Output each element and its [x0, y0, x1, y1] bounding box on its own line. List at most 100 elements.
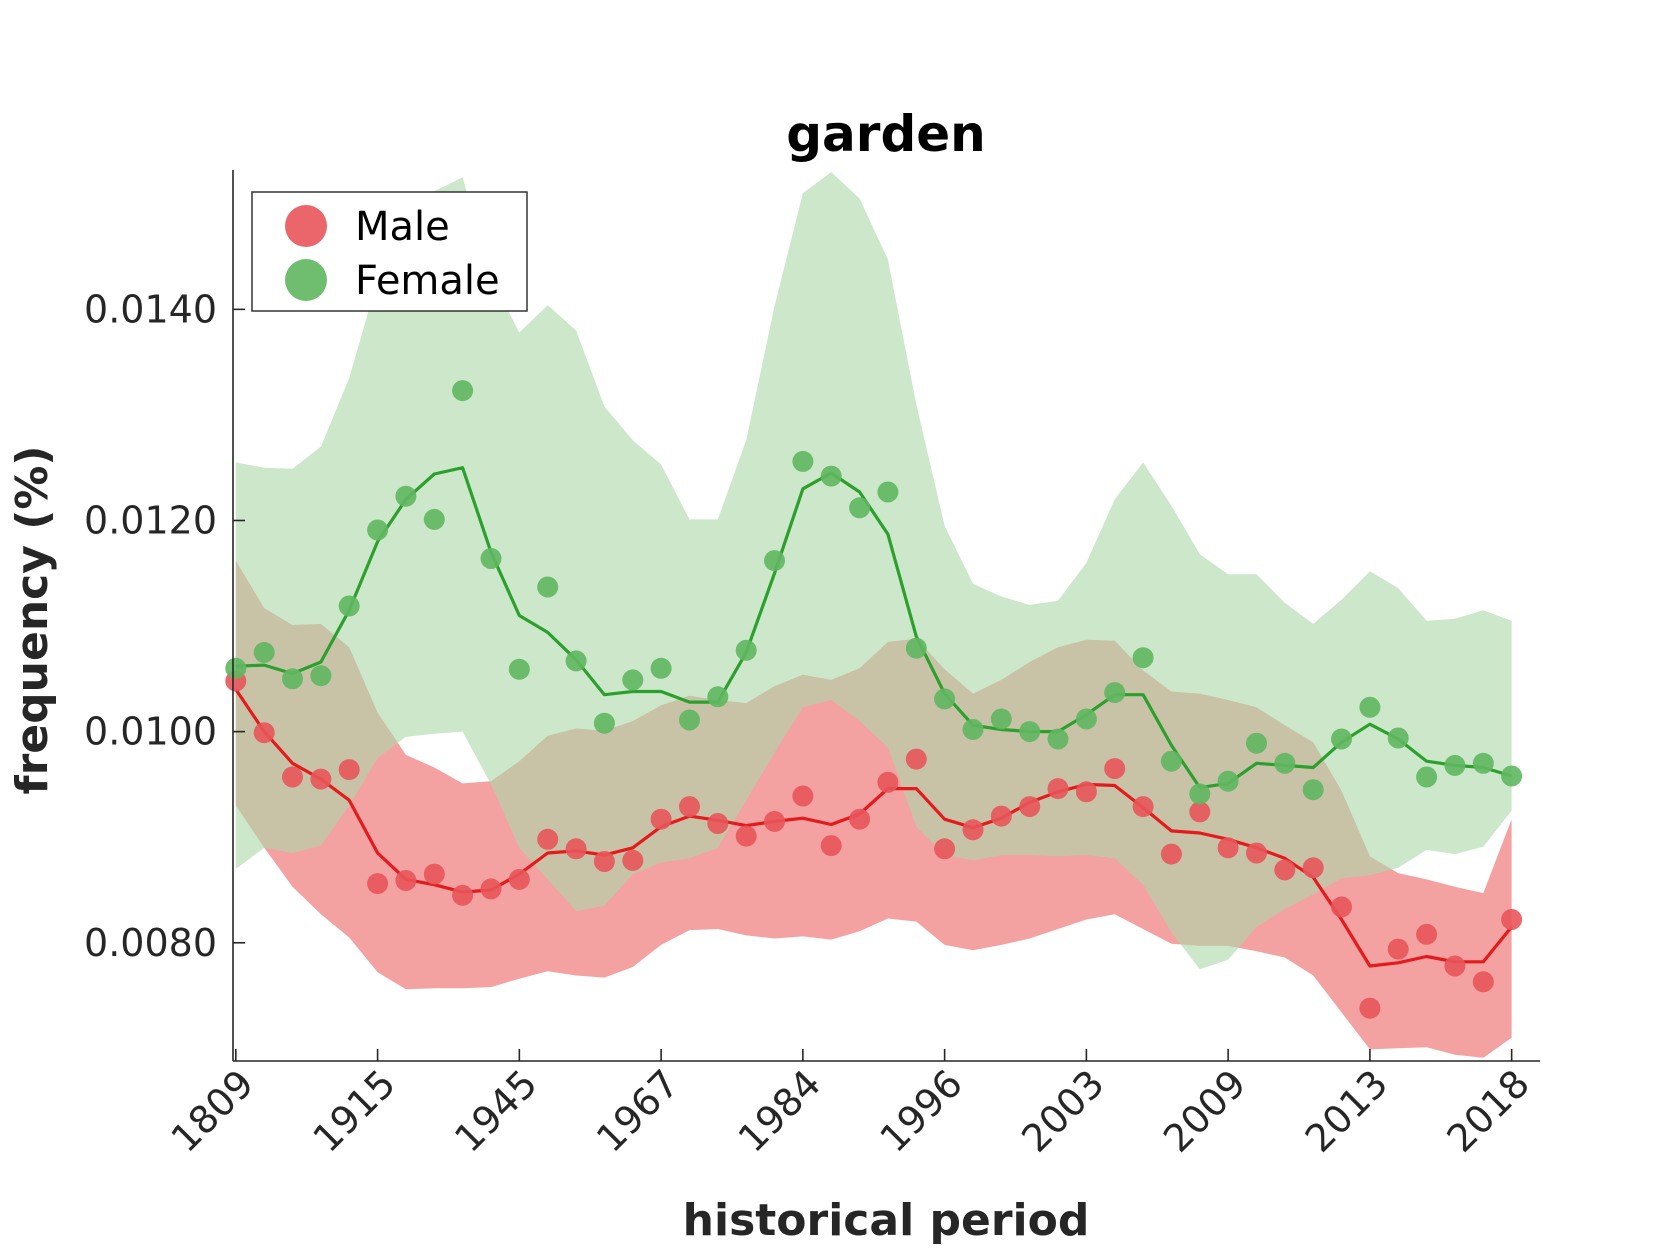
point-female — [225, 657, 247, 679]
point-male — [565, 838, 587, 860]
point-female — [282, 668, 303, 690]
legend: Male Female — [251, 191, 528, 312]
data-points — [225, 380, 1523, 1019]
point-male — [253, 722, 275, 744]
legend-label-male: Male — [355, 204, 450, 250]
point-male — [1274, 859, 1296, 881]
point-female — [1274, 752, 1296, 774]
point-male — [282, 766, 303, 788]
point-female — [1160, 750, 1182, 772]
point-male — [1075, 781, 1097, 803]
point-female — [310, 665, 332, 687]
point-female — [1075, 708, 1097, 730]
y-tick-label: 0.0100 — [84, 710, 217, 754]
axes — [232, 170, 1540, 1062]
point-female — [1387, 727, 1409, 749]
point-male — [934, 838, 956, 860]
point-male — [1359, 997, 1381, 1019]
point-female — [707, 686, 729, 708]
point-male — [367, 873, 389, 895]
y-tick-label: 0.0140 — [84, 287, 217, 331]
point-male — [1387, 938, 1409, 960]
point-male — [650, 808, 672, 830]
point-female — [395, 485, 417, 507]
point-female — [367, 519, 389, 541]
point-male — [452, 884, 474, 906]
x-tick-label: 1915 — [304, 1061, 404, 1161]
y-tick-label: 0.0120 — [84, 498, 217, 542]
point-female — [1331, 728, 1352, 750]
point-female — [1019, 721, 1041, 743]
point-female — [1246, 732, 1267, 754]
point-male — [1302, 857, 1324, 879]
point-male — [423, 863, 445, 885]
point-male — [1189, 801, 1211, 823]
x-tick-label: 1984 — [730, 1061, 830, 1161]
x-axis-ticks: 1809 1915 1945 1967 1984 1996 2003 2009 2013 2018 — [163, 1049, 1538, 1161]
x-tick-label: 2003 — [1013, 1061, 1113, 1161]
point-male — [792, 785, 814, 807]
point-female — [593, 712, 615, 734]
point-male — [338, 759, 360, 781]
point-male — [820, 835, 842, 857]
point-female — [877, 481, 899, 503]
point-female — [962, 719, 984, 740]
point-female — [650, 657, 672, 679]
point-male — [990, 805, 1012, 827]
point-female — [792, 450, 814, 472]
point-female — [1416, 766, 1438, 788]
point-male — [537, 828, 559, 850]
point-male — [1444, 955, 1466, 977]
point-male — [905, 748, 927, 770]
smoothed-lines — [234, 466, 1513, 968]
y-axis-label: frequency (%) — [7, 445, 58, 794]
chart-title: garden — [786, 105, 986, 163]
point-male — [764, 810, 785, 832]
y-axis-ticks: 0.0080 0.0100 0.0120 0.0140 — [84, 287, 245, 965]
point-female — [1047, 728, 1069, 750]
point-male — [622, 849, 644, 871]
x-axis-label: historical period — [683, 1195, 1090, 1246]
point-female — [990, 708, 1012, 730]
point-male — [1104, 758, 1126, 780]
point-male — [707, 813, 729, 834]
legend-marker-male — [285, 205, 327, 247]
point-female — [537, 576, 559, 598]
point-male — [1217, 837, 1239, 859]
line-female — [235, 466, 1513, 790]
point-female — [1189, 783, 1211, 805]
x-tick-label: 1945 — [446, 1061, 546, 1161]
point-male — [1501, 909, 1523, 930]
point-female — [508, 658, 530, 680]
point-female — [253, 641, 275, 663]
point-female — [934, 688, 956, 710]
x-tick-label: 1809 — [163, 1061, 263, 1161]
band-female — [235, 172, 1512, 970]
y-tick-label: 0.0080 — [84, 921, 217, 965]
point-male — [679, 796, 700, 818]
x-tick-label: 1996 — [871, 1061, 971, 1161]
point-male — [593, 851, 615, 872]
confidence-bands — [235, 172, 1512, 1058]
x-tick-label: 1967 — [588, 1061, 688, 1161]
point-male — [395, 870, 417, 891]
point-male — [1246, 842, 1267, 864]
point-male — [1019, 796, 1041, 818]
point-female — [452, 380, 474, 402]
point-male — [480, 878, 502, 900]
point-female — [338, 595, 360, 617]
point-female — [1217, 770, 1239, 792]
point-female — [565, 650, 587, 672]
point-female — [1132, 647, 1154, 669]
point-female — [622, 669, 644, 691]
x-tick-label: 2009 — [1155, 1061, 1255, 1161]
point-female — [735, 639, 757, 661]
legend-marker-female — [285, 259, 327, 301]
legend-label-female: Female — [355, 258, 500, 304]
point-female — [820, 465, 842, 487]
point-female — [679, 709, 700, 731]
point-male — [310, 768, 332, 790]
point-male — [508, 868, 530, 890]
point-male — [1472, 971, 1494, 993]
point-male — [1160, 843, 1182, 865]
